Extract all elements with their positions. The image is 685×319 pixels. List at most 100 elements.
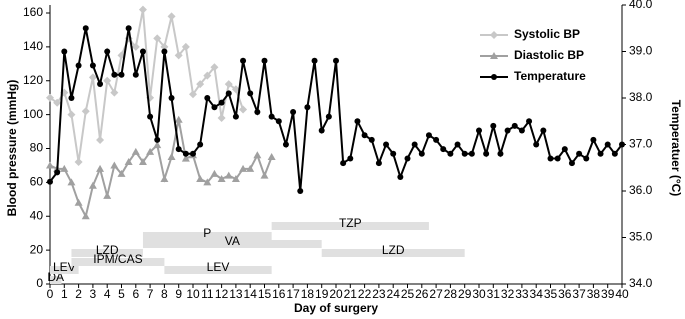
point xyxy=(189,90,197,99)
x-tick-label: 20 xyxy=(329,287,343,301)
point xyxy=(268,113,275,120)
y2-tick-label: 37.0 xyxy=(629,137,653,151)
point xyxy=(67,110,76,119)
point xyxy=(174,115,183,123)
x-tick-label: 24 xyxy=(387,287,401,301)
point xyxy=(138,5,147,14)
y-tick-label: 0 xyxy=(36,276,43,290)
x-tick-label: 40 xyxy=(615,287,629,301)
point xyxy=(53,98,62,107)
point xyxy=(247,90,254,97)
drug-bar xyxy=(50,276,62,284)
point xyxy=(533,141,540,148)
x-tick-label: 38 xyxy=(587,287,601,301)
point xyxy=(146,147,155,155)
point xyxy=(175,146,182,153)
x-tick-label: 27 xyxy=(429,287,443,301)
x-tick-label: 9 xyxy=(175,287,182,301)
x-tick-label: 2 xyxy=(75,287,82,301)
x-tick-label: 31 xyxy=(487,287,501,301)
point xyxy=(210,169,219,177)
x-tick-label: 1 xyxy=(61,287,68,301)
x-axis-label: Day of surgery xyxy=(294,301,378,315)
x-tick-label: 12 xyxy=(215,287,229,301)
point xyxy=(547,155,554,162)
point xyxy=(89,62,96,69)
y-tick-label: 60 xyxy=(30,175,44,189)
point xyxy=(46,161,54,169)
drug-bar xyxy=(50,266,79,274)
x-tick-label: 5 xyxy=(118,287,125,301)
point xyxy=(217,114,226,123)
x-tick-label: 10 xyxy=(186,287,200,301)
point xyxy=(82,25,89,32)
point xyxy=(204,95,211,101)
point xyxy=(254,108,261,115)
point xyxy=(174,51,183,60)
point xyxy=(181,154,190,162)
x-tick-label: 11 xyxy=(201,287,214,301)
y-tick-label: 20 xyxy=(30,242,44,256)
point xyxy=(231,174,240,182)
point xyxy=(590,136,597,143)
y-tick-label: 80 xyxy=(30,141,44,155)
drug-bar xyxy=(142,232,272,240)
point xyxy=(290,108,297,115)
point xyxy=(153,34,162,43)
y2-tick-label: 35.0 xyxy=(629,230,653,244)
drug-bar xyxy=(321,249,465,257)
point xyxy=(154,136,161,143)
point xyxy=(368,136,375,143)
drug-label: LZD xyxy=(382,243,405,257)
point xyxy=(81,107,90,116)
y-tick-label: 100 xyxy=(23,107,43,121)
x-tick-label: 30 xyxy=(472,287,486,301)
point xyxy=(325,113,332,120)
point xyxy=(203,71,212,80)
point xyxy=(224,80,233,89)
point xyxy=(168,95,175,101)
point xyxy=(74,158,83,167)
point xyxy=(203,178,212,186)
point xyxy=(483,150,490,157)
x-tick-label: 17 xyxy=(286,287,300,301)
point xyxy=(397,174,404,181)
y2-tick-label: 39.0 xyxy=(629,44,653,58)
point xyxy=(118,71,125,78)
point xyxy=(167,152,176,160)
y-tick-label: 140 xyxy=(23,39,43,53)
x-tick-label: 22 xyxy=(358,287,372,301)
point xyxy=(197,141,204,148)
point xyxy=(440,146,447,153)
point xyxy=(96,136,105,145)
legend-marker xyxy=(490,31,498,39)
point xyxy=(404,155,411,162)
point xyxy=(518,127,525,134)
point xyxy=(138,158,147,166)
legend-label: Diastolic BP xyxy=(514,48,584,62)
point xyxy=(131,42,140,51)
point xyxy=(153,141,162,149)
point xyxy=(225,90,232,97)
point xyxy=(461,150,468,157)
y2-tick-label: 38.0 xyxy=(629,90,653,104)
point xyxy=(196,174,205,182)
point xyxy=(340,160,347,167)
point xyxy=(511,122,518,129)
drug-bar xyxy=(71,249,143,257)
point xyxy=(261,57,268,64)
point xyxy=(103,76,112,85)
point xyxy=(425,132,432,139)
point xyxy=(318,127,325,134)
point xyxy=(110,88,119,97)
point xyxy=(68,95,75,101)
point xyxy=(139,48,146,55)
drug-label: LZD xyxy=(96,243,119,257)
point xyxy=(490,122,497,129)
x-tick-label: 15 xyxy=(258,287,272,301)
point xyxy=(181,42,190,51)
drug-label: IPM/CAS xyxy=(93,252,142,266)
point xyxy=(67,178,76,186)
point xyxy=(497,150,504,157)
x-tick-label: 33 xyxy=(515,287,529,301)
